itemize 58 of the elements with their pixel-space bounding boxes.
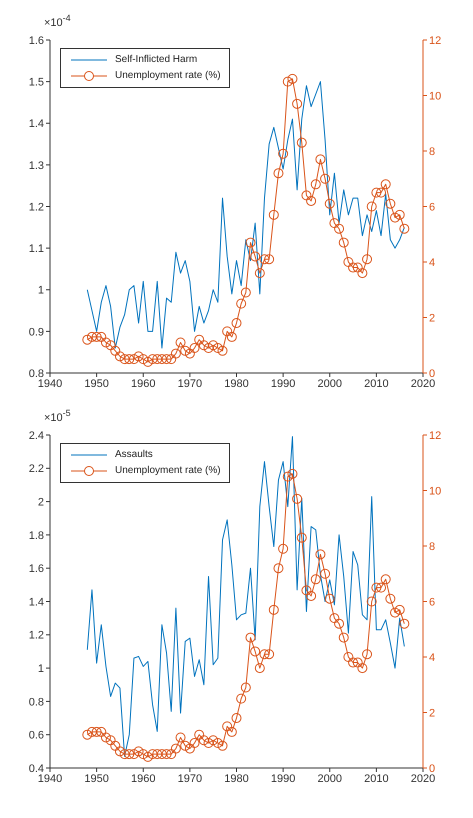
y2-tick-label: 0	[429, 762, 436, 775]
legend-label: Self-Inflicted Harm	[115, 53, 198, 67]
x-tick-label: 1950	[84, 772, 109, 785]
legend-label: Assaults	[115, 448, 153, 462]
x-tick-label: 2000	[318, 772, 342, 785]
y2-tick-label: 0	[429, 368, 436, 380]
y2-tick-label: 4	[429, 652, 436, 664]
y-tick-label: 2.2	[28, 463, 44, 476]
y-tick-label: 1.6	[28, 34, 44, 47]
y-tick-label: 0.4	[28, 762, 44, 775]
x-tick-label: 1960	[131, 772, 156, 785]
y-tick-label: 1.3	[28, 160, 44, 172]
text: ×10$^{-4}$	[44, 13, 71, 29]
x-tick-label: 1970	[178, 772, 202, 785]
y2-tick-label: 6	[429, 201, 436, 214]
x-tick-label: 1980	[224, 772, 249, 785]
x-tick-label: 1940	[38, 772, 62, 785]
text: ×10$^{-5}$	[44, 408, 71, 424]
y-tick-label: 1.4	[28, 596, 44, 608]
x-tick-label: 1990	[270, 772, 296, 785]
legend-label: Unemployment rate (%)	[115, 464, 221, 478]
y2-tick-label: 10	[429, 90, 442, 102]
x-tick-label: 1990	[270, 378, 296, 390]
y-tick-label: 1.2	[28, 201, 44, 214]
x-tick-label: 2020	[410, 378, 436, 390]
y2-tick-label: 8	[429, 540, 436, 553]
y-tick-label: 1.1	[28, 243, 44, 256]
y-tick-label: 0.8	[28, 368, 44, 380]
y-tick-label: 1.6	[28, 563, 44, 576]
y2-tick-label: 2	[429, 707, 436, 720]
y2-tick-label: 12	[429, 34, 442, 47]
x-tick-label: 1960	[131, 378, 156, 390]
y-tick-label: 0.8	[28, 696, 44, 708]
y-tick-label: 2.4	[28, 430, 44, 442]
x-tick-label: 2020	[410, 772, 436, 785]
y-tick-label: 0.6	[28, 730, 44, 742]
x-tick-label: 1940	[38, 378, 62, 390]
x-tick-label: 1980	[224, 378, 249, 390]
y-tick-label: 1.4	[28, 118, 44, 130]
y-tick-label: 1	[38, 663, 44, 676]
x-tick-label: 2010	[364, 772, 389, 785]
y2-tick-label: 12	[429, 430, 442, 442]
y-tick-label: 2	[38, 496, 44, 509]
y-tick-label: 1	[38, 284, 44, 297]
x-tick-label: 2010	[364, 378, 389, 390]
y-tick-label: 1.5	[28, 76, 44, 89]
y2-tick-label: 8	[429, 146, 436, 158]
y-tick-label: 1.8	[28, 530, 44, 542]
y2-tick-label: 2	[429, 312, 436, 324]
x-tick-label: 1950	[84, 378, 109, 390]
legend-label: Unemployment rate (%)	[115, 69, 221, 83]
y2-tick-label: 4	[429, 256, 436, 269]
y2-tick-label: 10	[429, 485, 442, 498]
y2-tick-label: 6	[429, 596, 436, 608]
y-tick-label: 0.9	[28, 326, 44, 338]
y-tick-label: 1.2	[28, 630, 44, 642]
x-tick-label: 1970	[178, 378, 202, 390]
x-tick-label: 2000	[318, 378, 342, 390]
